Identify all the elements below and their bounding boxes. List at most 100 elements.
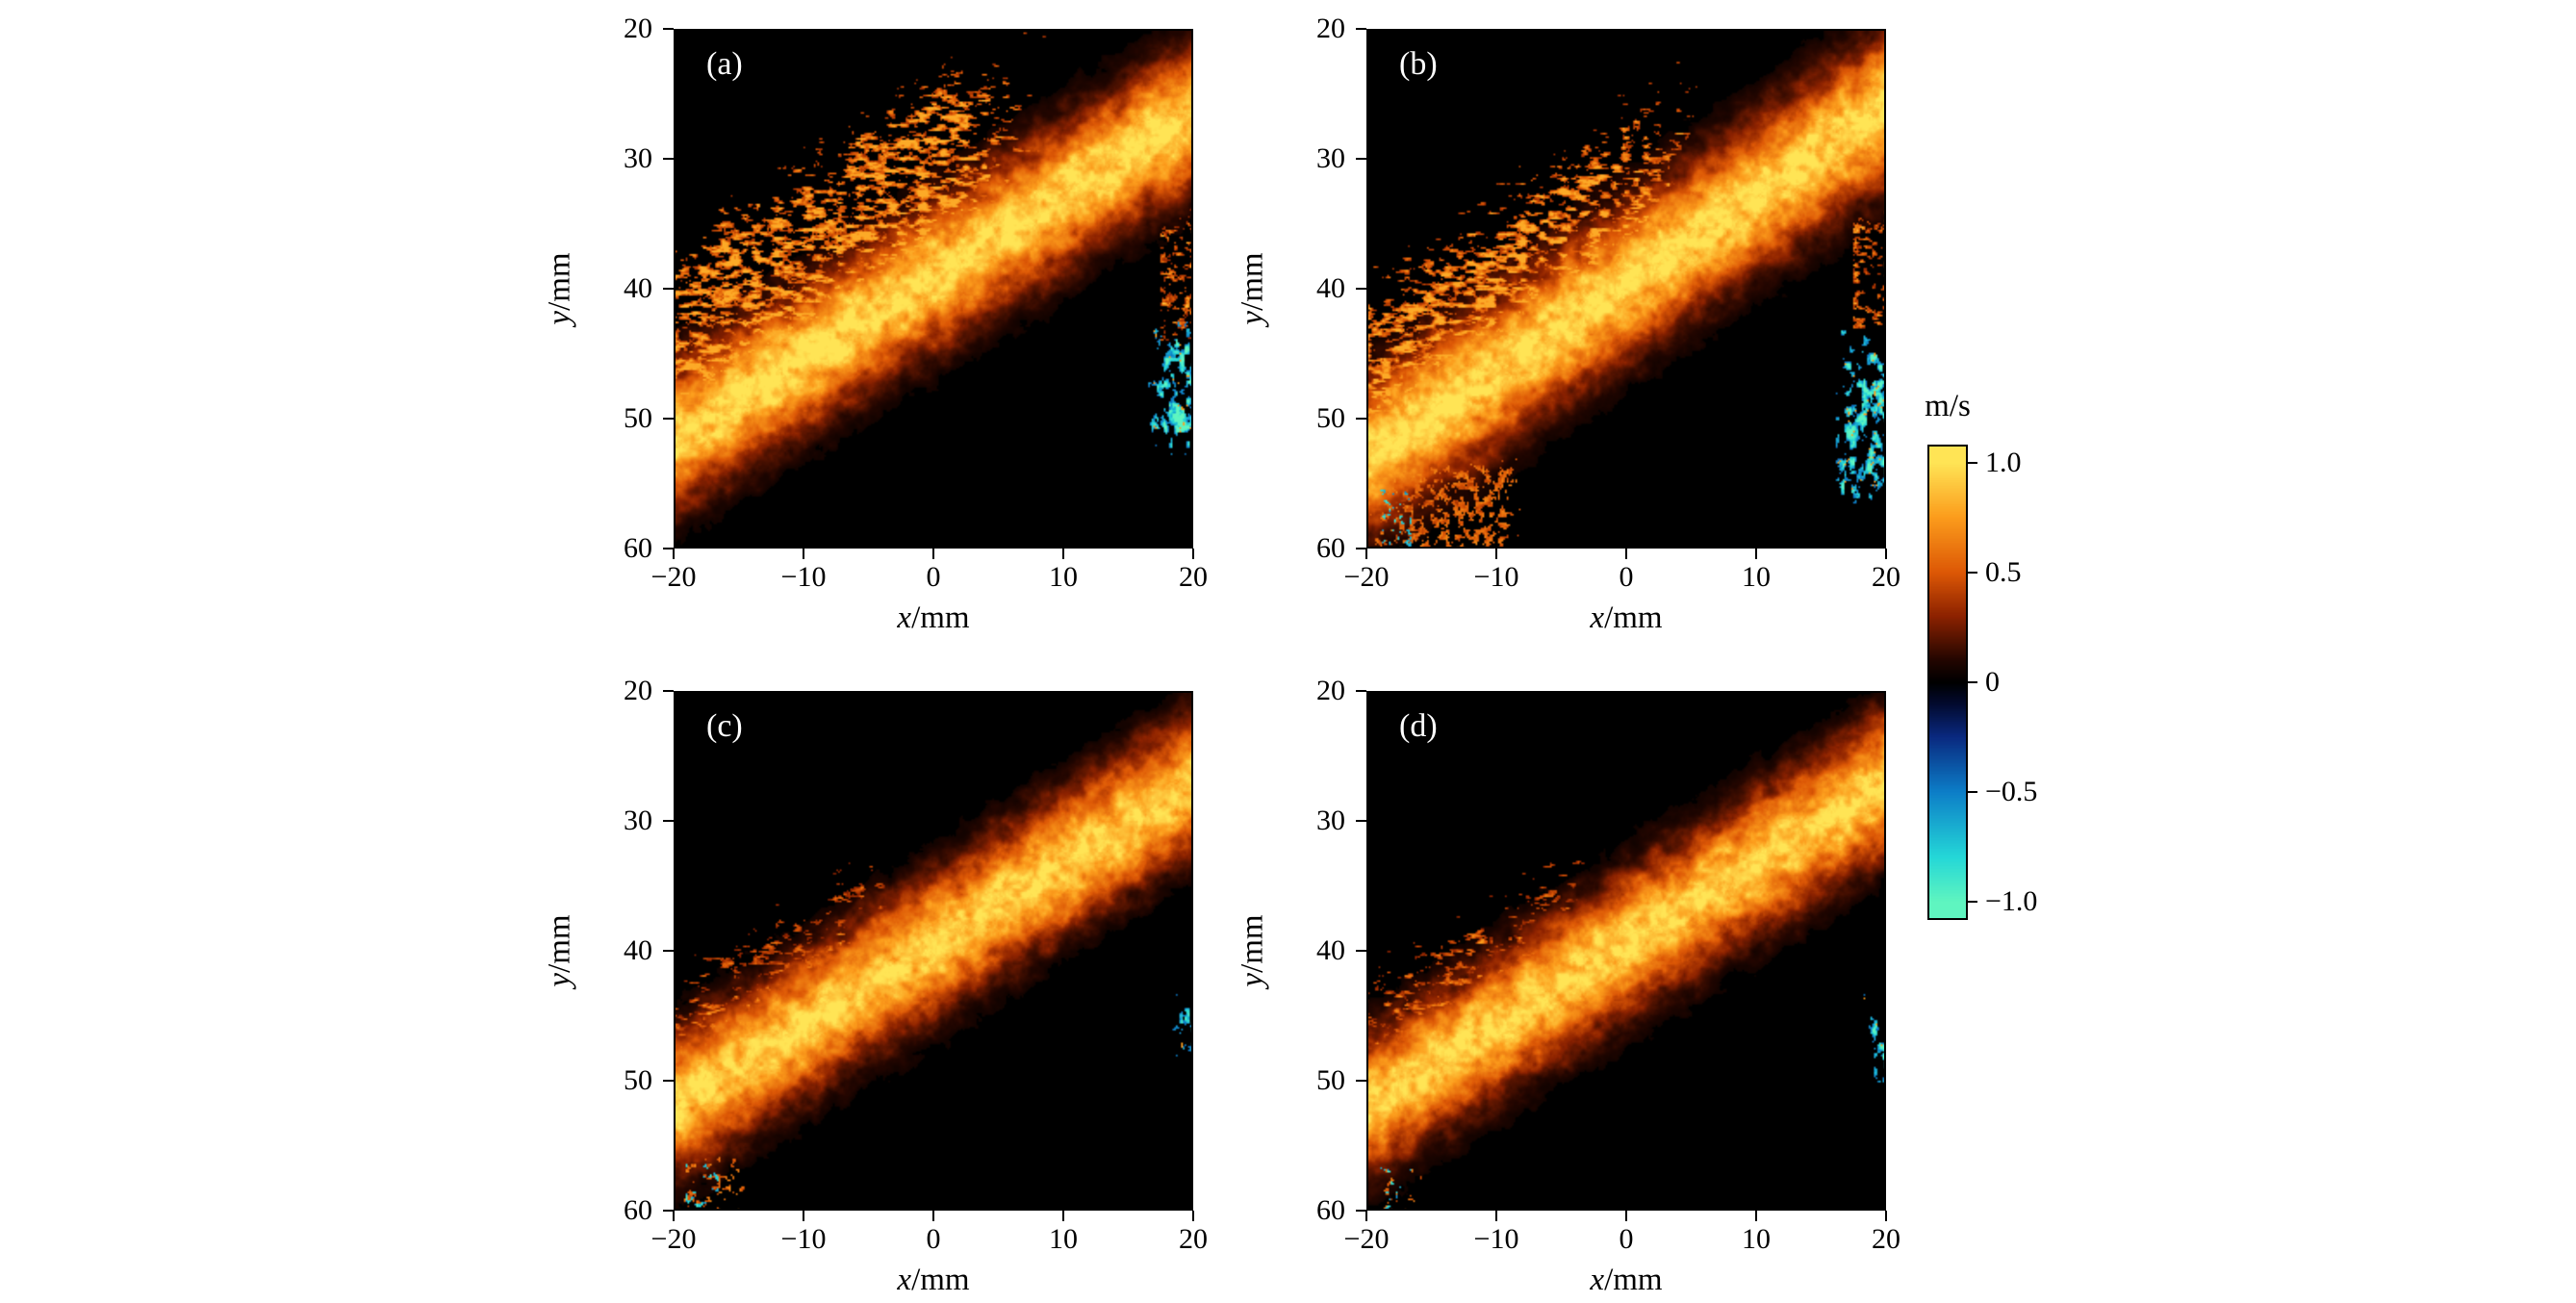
y-tick-mark bbox=[1356, 950, 1366, 952]
y-tick-label: 20 bbox=[624, 675, 652, 706]
y-tick-mark bbox=[663, 820, 674, 822]
x-tick-label: 20 bbox=[1179, 561, 1208, 593]
colorbar-tick-mark bbox=[1968, 572, 1977, 575]
y-tick-mark bbox=[663, 418, 674, 420]
y-tick-label: 30 bbox=[624, 805, 652, 836]
colorbar-tick-label: −1.0 bbox=[1985, 884, 2038, 917]
x-tick-mark bbox=[1062, 1211, 1064, 1221]
x-tick-mark bbox=[1062, 549, 1064, 559]
x-axis-label: x/mm bbox=[1590, 1263, 1662, 1298]
x-tick-label: 20 bbox=[1872, 1223, 1900, 1255]
x-tick-label: 10 bbox=[1049, 561, 1078, 593]
y-axis-label: y/mm bbox=[1236, 914, 1271, 986]
x-axis-variable: x bbox=[1590, 600, 1605, 635]
x-tick-mark bbox=[932, 1211, 934, 1221]
x-tick-mark bbox=[1885, 1211, 1887, 1221]
x-axis-label: x/mm bbox=[1590, 600, 1662, 636]
colorbar-tick-mark bbox=[1968, 681, 1977, 683]
heatmap-canvas-a bbox=[674, 29, 1193, 549]
colorbar-tick-mark bbox=[1968, 462, 1977, 465]
y-tick-label: 60 bbox=[624, 1194, 652, 1226]
x-tick-mark bbox=[803, 549, 804, 559]
y-tick-mark bbox=[663, 1210, 674, 1212]
y-tick-mark bbox=[1356, 1080, 1366, 1082]
y-axis-unit: /mm bbox=[1235, 252, 1270, 311]
panel-d: (d) −20 −10 0 10 20 20 30 40 50 60 x/mm y/mm bbox=[1236, 676, 1901, 1298]
y-tick-label: 50 bbox=[1316, 402, 1345, 434]
x-axis-unit: /mm bbox=[1604, 600, 1663, 635]
y-axis-variable: y bbox=[1235, 972, 1270, 987]
y-tick-label: 20 bbox=[1316, 675, 1345, 706]
x-axis-label: x/mm bbox=[897, 600, 969, 636]
y-tick-mark bbox=[663, 548, 674, 549]
y-tick-label: 30 bbox=[1316, 805, 1345, 836]
x-axis-unit: /mm bbox=[911, 600, 970, 635]
y-tick-label: 50 bbox=[624, 402, 652, 434]
x-tick-label: 0 bbox=[926, 561, 941, 593]
x-tick-label: 10 bbox=[1742, 1223, 1771, 1255]
x-axis-unit: /mm bbox=[1604, 1263, 1663, 1297]
x-tick-mark bbox=[1495, 1211, 1497, 1221]
panel-label-b: (b) bbox=[1399, 46, 1438, 82]
x-tick-mark bbox=[1495, 549, 1497, 559]
panel-a: (a) −20 −10 0 10 20 20 30 40 50 60 x/mm y/mm bbox=[543, 13, 1209, 636]
y-tick-label: 60 bbox=[624, 532, 652, 564]
y-tick-label: 40 bbox=[624, 934, 652, 966]
colorbar-title: m/s bbox=[1925, 389, 1971, 423]
y-tick-label: 40 bbox=[1316, 934, 1345, 966]
x-tick-label: 20 bbox=[1179, 1223, 1208, 1255]
x-tick-label: −20 bbox=[1343, 561, 1390, 593]
y-tick-mark bbox=[1356, 690, 1366, 692]
y-axis-label: y/mm bbox=[543, 252, 578, 324]
x-tick-label: 0 bbox=[1619, 561, 1634, 593]
x-tick-label: 20 bbox=[1872, 561, 1900, 593]
x-tick-label: −10 bbox=[1473, 561, 1519, 593]
y-axis-label: y/mm bbox=[1236, 252, 1271, 324]
y-tick-label: 30 bbox=[624, 142, 652, 174]
colorbar-tick-mark bbox=[1968, 790, 1977, 793]
x-tick-mark bbox=[1365, 549, 1367, 559]
panel-label-c: (c) bbox=[706, 708, 743, 744]
x-tick-label: −20 bbox=[650, 561, 697, 593]
colorbar-tick-label: 1.0 bbox=[1985, 447, 2022, 479]
colorbar-tick-label: 0.5 bbox=[1985, 556, 2022, 589]
x-tick-mark bbox=[1755, 1211, 1757, 1221]
x-tick-mark bbox=[673, 549, 675, 559]
colorbar: m/s 1.0 0.5 0 −0.5 −1.0 bbox=[1925, 389, 2037, 920]
x-tick-label: 0 bbox=[926, 1223, 941, 1255]
y-tick-mark bbox=[663, 1080, 674, 1082]
y-tick-label: 40 bbox=[1316, 272, 1345, 304]
heatmap-canvas-d bbox=[1366, 691, 1886, 1211]
x-tick-label: 10 bbox=[1742, 561, 1771, 593]
y-tick-mark bbox=[1356, 548, 1366, 549]
panel-label-d: (d) bbox=[1399, 708, 1438, 744]
y-tick-mark bbox=[663, 288, 674, 290]
y-axis-label: y/mm bbox=[543, 914, 578, 986]
x-tick-mark bbox=[1192, 549, 1194, 559]
y-axis-variable: y bbox=[542, 310, 577, 325]
panel-c: (c) −20 −10 0 10 20 20 30 40 50 60 x/mm y/mm bbox=[543, 676, 1209, 1298]
y-tick-label: 60 bbox=[1316, 1194, 1345, 1226]
x-axis-unit: /mm bbox=[911, 1263, 970, 1297]
y-tick-mark bbox=[1356, 418, 1366, 420]
y-tick-mark bbox=[663, 690, 674, 692]
y-axis-variable: y bbox=[1235, 310, 1270, 325]
y-tick-label: 30 bbox=[1316, 142, 1345, 174]
panel-label-a: (a) bbox=[706, 46, 743, 82]
x-tick-mark bbox=[1365, 1211, 1367, 1221]
x-tick-mark bbox=[1192, 1211, 1194, 1221]
y-axis-unit: /mm bbox=[542, 252, 577, 311]
x-tick-label: −20 bbox=[1343, 1223, 1390, 1255]
heatmap-canvas-c bbox=[674, 691, 1193, 1211]
colorbar-tick-mark bbox=[1968, 900, 1977, 903]
y-axis-variable: y bbox=[542, 972, 577, 987]
y-tick-label: 40 bbox=[624, 272, 652, 304]
x-axis-variable: x bbox=[1590, 1263, 1605, 1297]
panel-b: (b) −20 −10 0 10 20 20 30 40 50 60 x/mm y/mm bbox=[1236, 13, 1901, 636]
y-tick-label: 50 bbox=[624, 1064, 652, 1096]
x-tick-mark bbox=[932, 549, 934, 559]
x-tick-mark bbox=[1885, 549, 1887, 559]
y-tick-mark bbox=[663, 950, 674, 952]
y-tick-mark bbox=[1356, 288, 1366, 290]
